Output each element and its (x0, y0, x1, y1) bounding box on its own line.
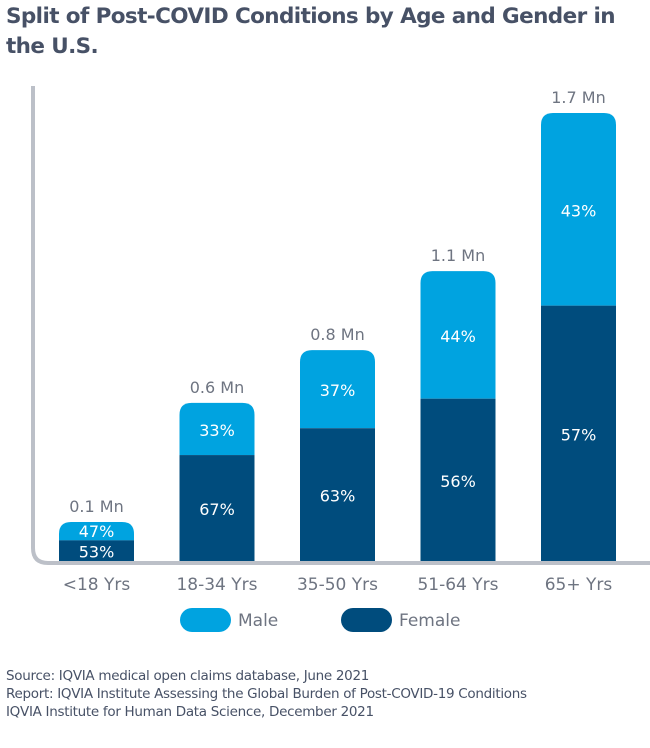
male-pct-label: 44% (440, 327, 476, 346)
total-label: 1.1 Mn (431, 246, 485, 265)
x-tick-label: 18-34 Yrs (176, 575, 257, 595)
bar-segment-female (420, 398, 496, 561)
female-pct-label: 53% (79, 543, 115, 562)
bar-segment-male (420, 271, 496, 399)
legend-swatch-male (180, 608, 231, 632)
bar-segment-male (541, 113, 616, 306)
bar-segment-female (300, 428, 375, 561)
bar-segment-male (59, 522, 134, 541)
chart-area: 47% 53% 0.1 Mn <18 Yrs 33% 67% 0.6 Mn 18-34 Yrs… (31, 86, 650, 632)
legend: Male Female (180, 608, 460, 632)
male-pct-label: 47% (79, 522, 115, 541)
source-line: Source: IQVIA medical open claims databa… (6, 668, 370, 684)
female-pct-label: 63% (320, 487, 356, 506)
bar-segment-male (300, 350, 375, 429)
x-tick-label: 65+ Yrs (545, 575, 613, 595)
female-pct-label: 56% (440, 472, 476, 491)
chart-title: Split of Post-COVID Conditions by Age an… (6, 4, 616, 59)
bar-segment-female (59, 540, 134, 561)
axis-line (31, 86, 650, 565)
female-pct-label: 67% (199, 500, 235, 519)
x-tick-label: <18 Yrs (63, 575, 131, 595)
legend-label-female: Female (399, 611, 460, 631)
report-line: Report: IQVIA Institute Assessing the Gl… (6, 686, 527, 702)
male-pct-label: 33% (199, 421, 235, 440)
x-tick-label: 35-50 Yrs (297, 575, 378, 595)
x-tick-label: 51-64 Yrs (417, 575, 498, 595)
total-label: 0.6 Mn (190, 378, 244, 397)
institute-line: IQVIA Institute for Human Data Science, … (6, 704, 374, 720)
bar-segment-female (179, 455, 255, 561)
male-pct-label: 37% (320, 381, 356, 400)
legend-label-male: Male (238, 611, 278, 631)
total-label: 0.8 Mn (310, 325, 364, 344)
total-label: 0.1 Mn (69, 497, 123, 516)
source-notes: Source: IQVIA medical open claims databa… (6, 667, 527, 721)
legend-swatch-female (341, 608, 392, 632)
bar-segment-male (179, 402, 255, 456)
female-pct-label: 57% (561, 425, 597, 444)
total-label: 1.7 Mn (551, 88, 605, 107)
male-pct-label: 43% (561, 201, 597, 220)
bar-segment-female (541, 305, 616, 561)
